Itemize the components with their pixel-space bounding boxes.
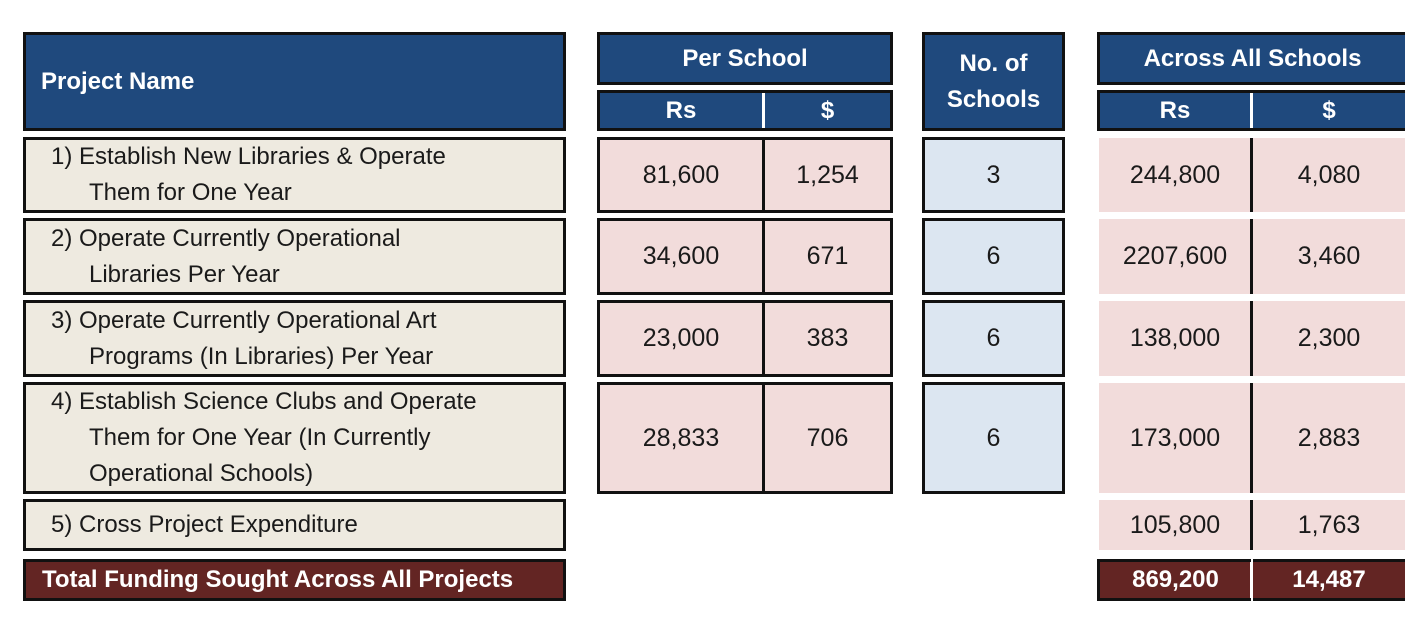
row-1-schools: 3	[922, 137, 1065, 213]
row-3-schools: 6	[922, 300, 1065, 377]
row-3-all-usd: 2,300	[1253, 301, 1405, 376]
row-3-project-name: 3) Operate Currently Operational Art Pro…	[23, 300, 566, 377]
row-5-all-usd: 1,763	[1253, 500, 1405, 550]
row-2-all-rs: 2207,600	[1099, 219, 1251, 294]
header-project-name: Project Name	[23, 32, 566, 131]
row-2-per-rs-value: 34,600	[642, 242, 720, 270]
row-4-all-rs: 173,000	[1099, 383, 1251, 493]
row-2-all-divider	[1250, 219, 1253, 294]
row-3-all-rs: 138,000	[1099, 301, 1251, 376]
row-1-project-name: 1) Establish New Libraries & Operate The…	[23, 137, 566, 213]
header-per-school-usd: $	[765, 93, 890, 128]
total-label: Total Funding Sought Across All Projects	[23, 559, 566, 601]
row-3-name-line2: Programs (In Libraries) Per Year	[89, 342, 434, 370]
row-2-all-usd: 3,460	[1253, 219, 1405, 294]
row-2-project-name: 2) Operate Currently Operational Librari…	[23, 218, 566, 295]
row-4-per-school-rs: 28,833	[597, 382, 765, 494]
total-label-text: Total Funding Sought Across All Projects	[42, 566, 514, 593]
row-1-schools-value: 3	[986, 160, 1001, 189]
header-per-school-divider	[762, 93, 765, 128]
row-4-project-name: 4) Establish Science Clubs and Operate T…	[23, 382, 566, 494]
row-3-per-usd-value: 383	[806, 324, 849, 352]
row-2-all-usd-value: 3,460	[1297, 242, 1361, 270]
row-2-per-school-usd: 671	[762, 218, 893, 295]
row-3-per-rs-value: 23,000	[642, 324, 720, 352]
row-2-name-line1: 2) Operate Currently Operational	[51, 224, 401, 252]
row-5-project-name: 5) Cross Project Expenditure	[23, 499, 566, 551]
row-4-all-rs-value: 173,000	[1129, 423, 1221, 452]
row-2-per-usd-value: 671	[806, 242, 849, 270]
row-4-name-line3: Operational Schools)	[89, 460, 314, 487]
row-5-name-line1: 5) Cross Project Expenditure	[51, 511, 358, 538]
row-1-name-line2: Them for One Year	[89, 179, 292, 206]
row-1-all-usd: 4,080	[1253, 138, 1405, 212]
row-2-schools: 6	[922, 218, 1065, 295]
row-4-all-usd: 2,883	[1253, 383, 1405, 493]
header-per-school: Per School	[597, 32, 893, 85]
row-3-all-rs-value: 138,000	[1129, 324, 1221, 352]
row-1-per-school-rs: 81,600	[597, 137, 765, 213]
row-3-per-school-usd: 383	[762, 300, 893, 377]
total-all-usd-value: 14,487	[1292, 566, 1366, 593]
row-1-per-school-usd: 1,254	[762, 137, 893, 213]
header-per-school-rs: Rs	[600, 93, 762, 128]
header-per-school-usd-label: $	[820, 96, 835, 124]
total-divider	[1250, 562, 1253, 598]
row-1-all-usd-value: 4,080	[1297, 160, 1361, 189]
row-5-all-rs: 105,800	[1099, 500, 1251, 550]
row-1-all-rs-value: 244,800	[1129, 160, 1221, 189]
row-4-name-line1: 4) Establish Science Clubs and Operate	[51, 388, 477, 415]
header-across-usd: $	[1253, 93, 1405, 128]
header-across-usd-label: $	[1322, 96, 1336, 124]
row-3-per-school-rs: 23,000	[597, 300, 765, 377]
row-2-per-school-rs: 34,600	[597, 218, 765, 295]
row-4-per-rs-value: 28,833	[642, 423, 720, 452]
header-across-divider	[1250, 93, 1253, 128]
row-3-all-divider	[1250, 301, 1253, 376]
row-2-all-rs-value: 2207,600	[1122, 242, 1228, 270]
row-3-schools-value: 6	[986, 324, 1001, 352]
row-4-schools: 6	[922, 382, 1065, 494]
row-3-all-usd-value: 2,300	[1297, 324, 1361, 352]
header-project-name-label: Project Name	[41, 67, 195, 95]
row-3-name-line1: 3) Operate Currently Operational Art	[51, 306, 437, 334]
header-no-of-schools-line2: Schools	[946, 85, 1041, 113]
row-5-all-rs-value: 105,800	[1129, 510, 1221, 539]
header-across-rs: Rs	[1100, 93, 1250, 128]
total-all-usd: 14,487	[1253, 559, 1405, 601]
row-1-all-rs: 244,800	[1099, 138, 1251, 212]
row-1-name-line1: 1) Establish New Libraries & Operate	[51, 143, 446, 170]
header-no-of-schools: No. of Schools	[922, 32, 1065, 131]
row-4-per-school-usd: 706	[762, 382, 893, 494]
header-no-of-schools-line1: No. of	[959, 49, 1028, 77]
row-4-name-line2: Them for One Year (In Currently	[89, 424, 431, 451]
total-all-rs-value: 869,200	[1132, 566, 1219, 593]
header-across-all-schools-label: Across All Schools	[1143, 44, 1362, 72]
row-4-all-divider	[1250, 383, 1253, 493]
row-1-all-divider	[1250, 138, 1253, 212]
row-4-schools-value: 6	[986, 423, 1001, 452]
header-across-rs-label: Rs	[1159, 96, 1191, 124]
header-across-all-schools: Across All Schools	[1097, 32, 1405, 85]
row-4-per-usd-value: 706	[806, 423, 849, 452]
row-5-all-divider	[1250, 500, 1253, 550]
row-1-per-rs-value: 81,600	[642, 160, 720, 189]
header-per-school-label: Per School	[682, 44, 808, 72]
row-1-per-usd-value: 1,254	[796, 160, 859, 189]
total-all-rs: 869,200	[1097, 559, 1251, 601]
header-per-school-rs-label: Rs	[665, 96, 697, 124]
row-2-schools-value: 6	[986, 242, 1001, 270]
row-5-all-usd-value: 1,763	[1297, 510, 1361, 539]
row-4-all-usd-value: 2,883	[1297, 423, 1361, 452]
row-2-name-line2: Libraries Per Year	[89, 260, 280, 288]
